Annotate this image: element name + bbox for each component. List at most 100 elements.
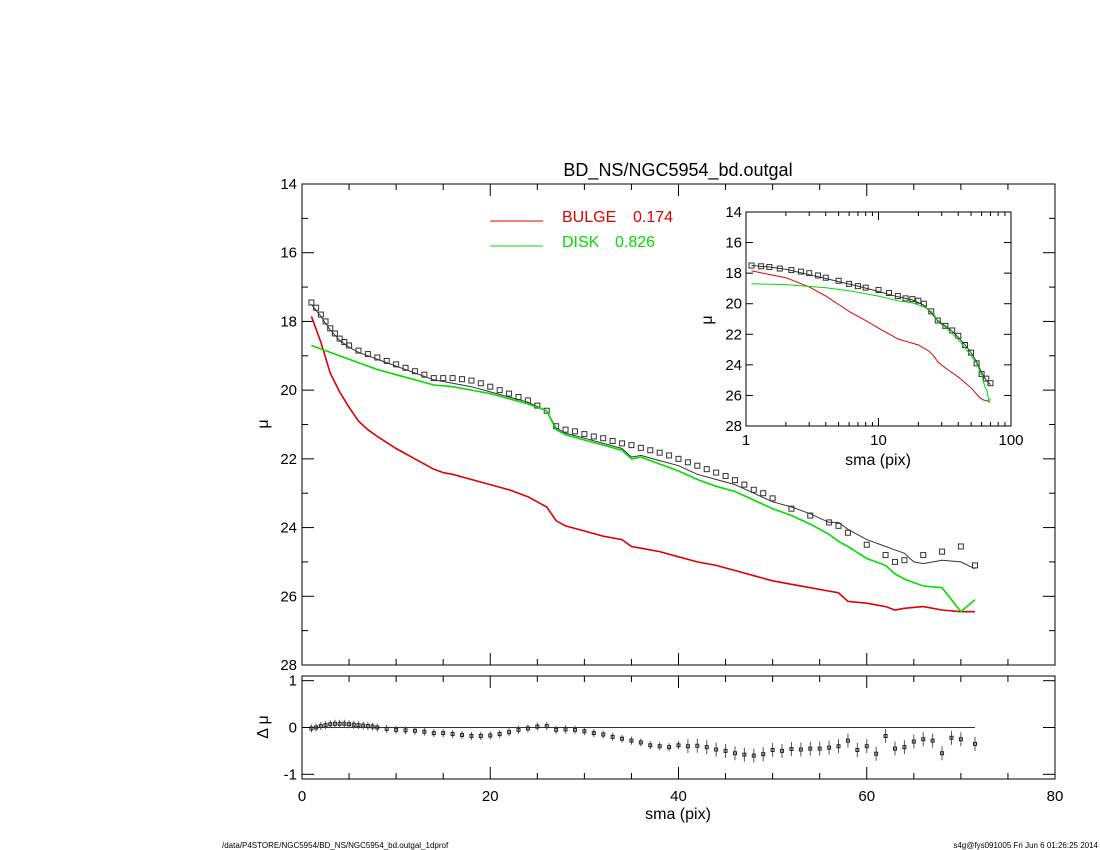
residual-data-point [874,751,879,756]
main-data-point [336,335,343,342]
residual-data-point [309,726,314,731]
main-data-point [581,431,588,438]
residual-data-point [902,745,907,750]
residual-data-point [930,738,935,743]
main-data-point [863,541,870,548]
residual-data-point [318,724,323,729]
residual-data-point [478,733,483,738]
inset-y-tick-label: 22 [725,326,742,343]
residual-data-point [798,747,803,752]
legend-bulge-label: BULGE [562,209,616,226]
residual-data-point [361,723,366,728]
main-data-point [411,368,418,375]
residual-data-point [337,721,342,726]
residual-data-point [667,745,672,750]
main-data-point [741,481,748,488]
footer-file-path: /data/P4STORE/NGC5954/BD_NS/NGC5954_bd.o… [222,841,449,850]
residual-data-point [940,751,945,756]
residual-data-point [450,732,455,737]
residual-data-point [855,747,860,752]
residual-data-point [949,735,954,740]
residual-data-point [384,726,389,731]
residual-data-point [314,725,319,730]
residual-data-point [972,741,977,746]
inset-data-point [983,375,990,382]
main-data-point [619,440,626,447]
inset-series-line [751,270,991,403]
main-data-point [374,354,381,361]
main-data-point [571,428,578,435]
main-y-axis-title: μ [255,419,272,428]
residual-data-point [657,744,662,749]
main-data-point [600,435,607,442]
residual-data-point [554,727,559,732]
main-data-point [393,361,400,368]
residual-data-point [535,724,540,729]
residual-series-group [309,719,977,763]
residual-data-point [648,743,653,748]
residual-data-point [892,746,897,751]
residual-data-point [497,732,502,737]
inset-x-tick-label: 10 [870,432,887,449]
residual-data-point [714,747,719,752]
inset-data-point [934,317,941,324]
residual-data-point [582,729,587,734]
main-data-point [308,299,315,306]
main-data-point [383,357,390,364]
main-series-group [308,299,978,613]
residual-y-tick-label: 0 [289,720,297,737]
inset-series-group [748,262,994,403]
main-data-point [543,407,550,414]
inset-y-tick-label: 28 [725,418,742,435]
main-data-point [487,383,494,390]
residual-data-point [347,722,352,727]
residual-y-tick-label: 1 [289,673,297,690]
residual-data-point [441,731,446,736]
residual-data-point [676,743,681,748]
residual-data-point [704,745,709,750]
main-data-point [703,466,710,473]
main-data-point [971,562,978,569]
x-tick-label: 20 [482,788,499,805]
main-y-tick-label: 16 [280,245,297,262]
residual-y-tick-label: -1 [284,766,297,783]
main-data-point [637,444,644,451]
main-data-point [656,449,663,456]
residual-data-point [525,726,530,731]
footer-timestamp: s4g@fys091005 Fri Jun 6 01:26:25 2014 [953,841,1098,850]
inset-data-point [987,380,994,387]
residual-data-point [422,729,427,734]
main-data-point [628,442,635,449]
residual-data-point [460,732,465,737]
main-data-point [694,462,701,469]
inset-y-tick-label: 16 [725,235,742,252]
main-data-point [506,390,513,397]
inset-y-tick-label: 18 [725,265,742,282]
main-data-point [957,543,964,550]
residual-data-point [412,728,417,733]
main-data-point [327,325,334,332]
main-data-point [684,459,691,466]
main-data-point [430,375,437,382]
residual-data-point [572,727,577,732]
residual-data-point [544,724,549,729]
main-data-point [769,495,776,502]
residual-data-point [591,731,596,736]
inset-data-point [955,332,962,339]
main-data-point [760,490,767,497]
inset-y-tick-label: 26 [725,387,742,404]
main-data-point [882,552,889,559]
main-data-point [750,486,757,493]
main-data-point [440,375,447,382]
residual-data-point [629,738,634,743]
residual-data-point [394,727,399,732]
main-data-point [477,380,484,387]
inset-data-point [806,270,813,277]
inset-data-point [815,272,822,279]
inset-data-point [875,286,882,293]
inset-plot-frame [745,211,1012,427]
main-data-point [459,376,466,383]
main-y-tick-label: 18 [280,313,297,330]
residual-data-point [638,740,643,745]
